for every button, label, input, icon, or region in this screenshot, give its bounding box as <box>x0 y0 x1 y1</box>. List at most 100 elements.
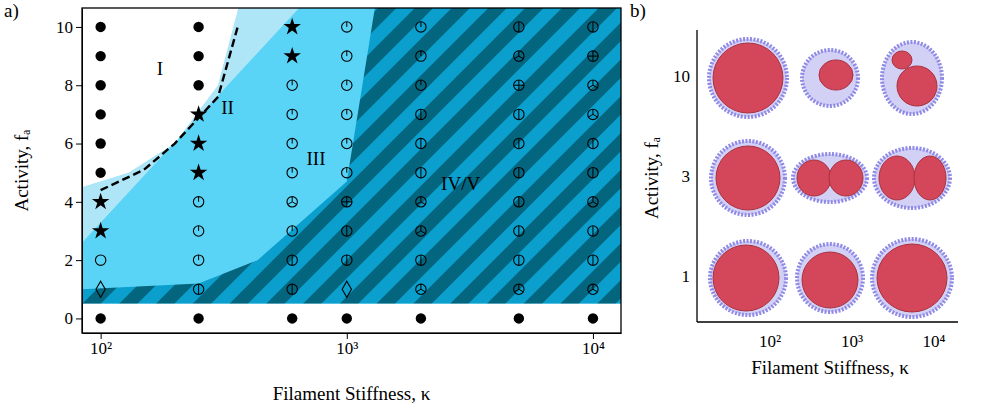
marker-part <box>514 289 519 292</box>
marker-part <box>342 22 352 32</box>
marker <box>342 226 352 236</box>
marker-part <box>588 197 598 207</box>
marker-part <box>342 167 352 177</box>
marker-part <box>592 138 593 148</box>
tick-mark <box>76 85 82 86</box>
marker <box>416 22 426 32</box>
marker-part <box>420 138 421 148</box>
panel-label: a) <box>4 0 19 22</box>
marker <box>342 167 352 177</box>
tick-label: 2 <box>65 251 74 270</box>
marker-part <box>342 313 352 323</box>
y-axis-title: Activity, fₐ <box>11 129 32 211</box>
marker <box>514 197 524 207</box>
marker-part <box>292 167 293 172</box>
marker <box>193 197 203 207</box>
marker <box>342 22 352 32</box>
marker-part <box>198 255 199 260</box>
marker-part <box>292 109 293 114</box>
marker-part <box>346 138 347 143</box>
membrane <box>711 141 785 215</box>
marker-part <box>420 51 421 56</box>
marker <box>92 222 109 239</box>
marker <box>193 22 203 32</box>
phase-region <box>82 8 299 243</box>
marker-part <box>421 289 426 292</box>
phase-region <box>82 8 621 333</box>
marker <box>342 80 352 90</box>
snapshot <box>793 154 867 202</box>
marker-part <box>416 51 426 61</box>
marker-part <box>592 284 593 289</box>
marker <box>588 22 598 32</box>
marker-part <box>346 51 347 56</box>
marker <box>193 51 203 61</box>
membrane <box>882 42 942 114</box>
marker-part <box>514 85 524 86</box>
marker <box>588 138 598 148</box>
marker-part <box>342 255 352 265</box>
marker-part <box>518 138 519 148</box>
marker-part <box>588 255 598 265</box>
marker <box>514 284 524 294</box>
marker-part <box>592 167 593 177</box>
marker-part <box>190 134 207 151</box>
marker <box>342 138 352 148</box>
marker-part <box>287 109 297 119</box>
marker-part <box>193 51 203 61</box>
phase-region <box>82 8 238 187</box>
tick-label: 10³ <box>841 332 863 351</box>
marker-part <box>342 109 352 119</box>
marker-part <box>588 284 598 294</box>
marker <box>342 109 352 119</box>
tick-label: 10 <box>673 67 690 86</box>
tick-mark <box>76 202 82 203</box>
marker-part <box>193 226 203 236</box>
marker <box>92 193 109 210</box>
marker <box>283 18 300 35</box>
marker-part <box>588 202 593 205</box>
marker-part <box>342 201 352 202</box>
marker-part <box>346 167 347 172</box>
marker <box>416 255 426 265</box>
marker <box>287 138 297 148</box>
marker-part <box>346 22 347 27</box>
snapshot <box>710 241 786 315</box>
figure-container: IIIIIIV/VI10²10³10⁴0246810Filament Stiff… <box>0 0 984 414</box>
y-axis-title: Activity, fₐ <box>641 137 662 219</box>
marker-part <box>592 80 593 85</box>
tick-mark <box>76 260 82 261</box>
filament-bundle <box>713 245 779 311</box>
marker-part <box>283 47 300 64</box>
marker-part <box>346 109 347 114</box>
marker-part <box>96 281 105 297</box>
filament-bundle <box>802 252 858 308</box>
marker-part <box>95 167 105 177</box>
marker-part <box>416 289 421 292</box>
marker-part <box>287 313 297 323</box>
marker <box>95 22 105 32</box>
marker-part <box>514 284 524 294</box>
marker-part <box>416 284 426 294</box>
membrane <box>802 50 858 106</box>
tick-label: 10 <box>56 18 73 37</box>
marker-part <box>342 80 352 90</box>
marker <box>287 109 297 119</box>
filament-bundle <box>829 160 863 196</box>
marker-part <box>514 226 524 236</box>
marker-part <box>283 18 300 35</box>
marker-part <box>416 80 426 90</box>
marker-part <box>514 56 519 59</box>
marker-part <box>292 284 293 294</box>
boundary-line <box>101 24 239 190</box>
marker <box>287 167 297 177</box>
marker-part <box>287 197 297 207</box>
marker <box>588 109 598 119</box>
marker <box>95 313 105 323</box>
marker <box>193 255 203 265</box>
marker-part <box>416 226 426 236</box>
figure: IIIIIIV/VI10²10³10⁴0246810Filament Stiff… <box>0 0 984 414</box>
snapshot <box>709 39 787 117</box>
marker-part <box>514 255 524 265</box>
marker-part <box>421 202 426 205</box>
